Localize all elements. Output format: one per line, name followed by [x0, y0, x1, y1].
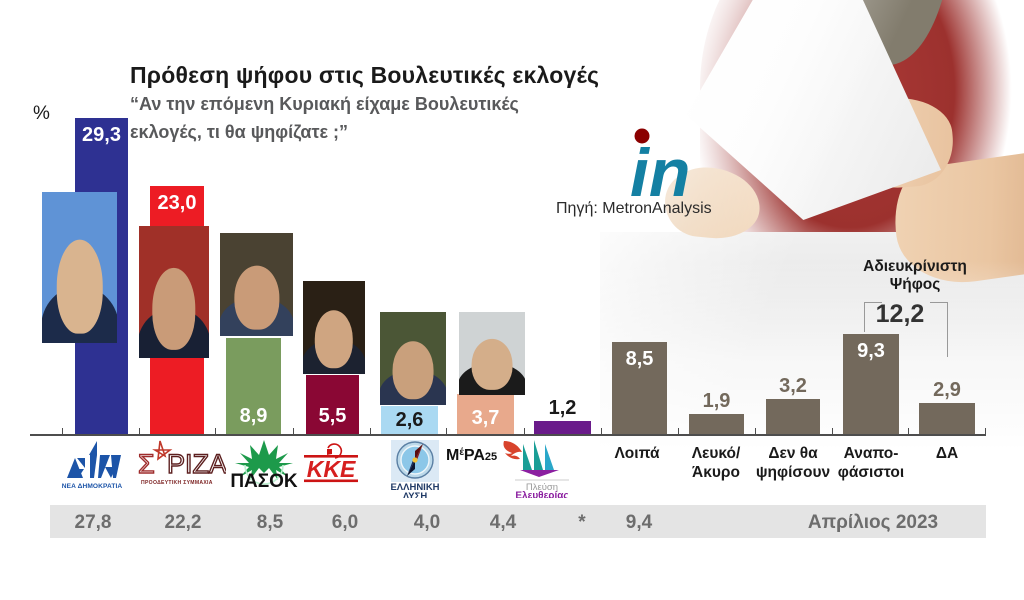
svg-text:Σ: Σ: [138, 449, 155, 479]
svg-text:ΠΑΣΟΚ: ΠΑΣΟΚ: [230, 471, 298, 490]
svg-text:Ελευθερίας: Ελευθερίας: [515, 491, 568, 499]
svg-text:in: in: [630, 135, 690, 203]
svg-text:MέPA25: MέPA25: [446, 447, 497, 465]
svg-text:ΡΙΖΑ: ΡΙΖΑ: [167, 449, 226, 479]
svg-text:ΚΚΕ: ΚΚΕ: [307, 456, 356, 482]
svg-text:ΛΥΣΗ: ΛΥΣΗ: [403, 491, 428, 498]
svg-text:ΝΕΑ ΔΗΜΟΚΡΑΤΙΑ: ΝΕΑ ΔΗΜΟΚΡΑΤΙΑ: [62, 483, 123, 490]
svg-text:ΠΡΟΟΔΕΥΤΙΚΗ ΣΥΜΜΑΧΙΑ: ΠΡΟΟΔΕΥΤΙΚΗ ΣΥΜΜΑΧΙΑ: [141, 480, 213, 486]
